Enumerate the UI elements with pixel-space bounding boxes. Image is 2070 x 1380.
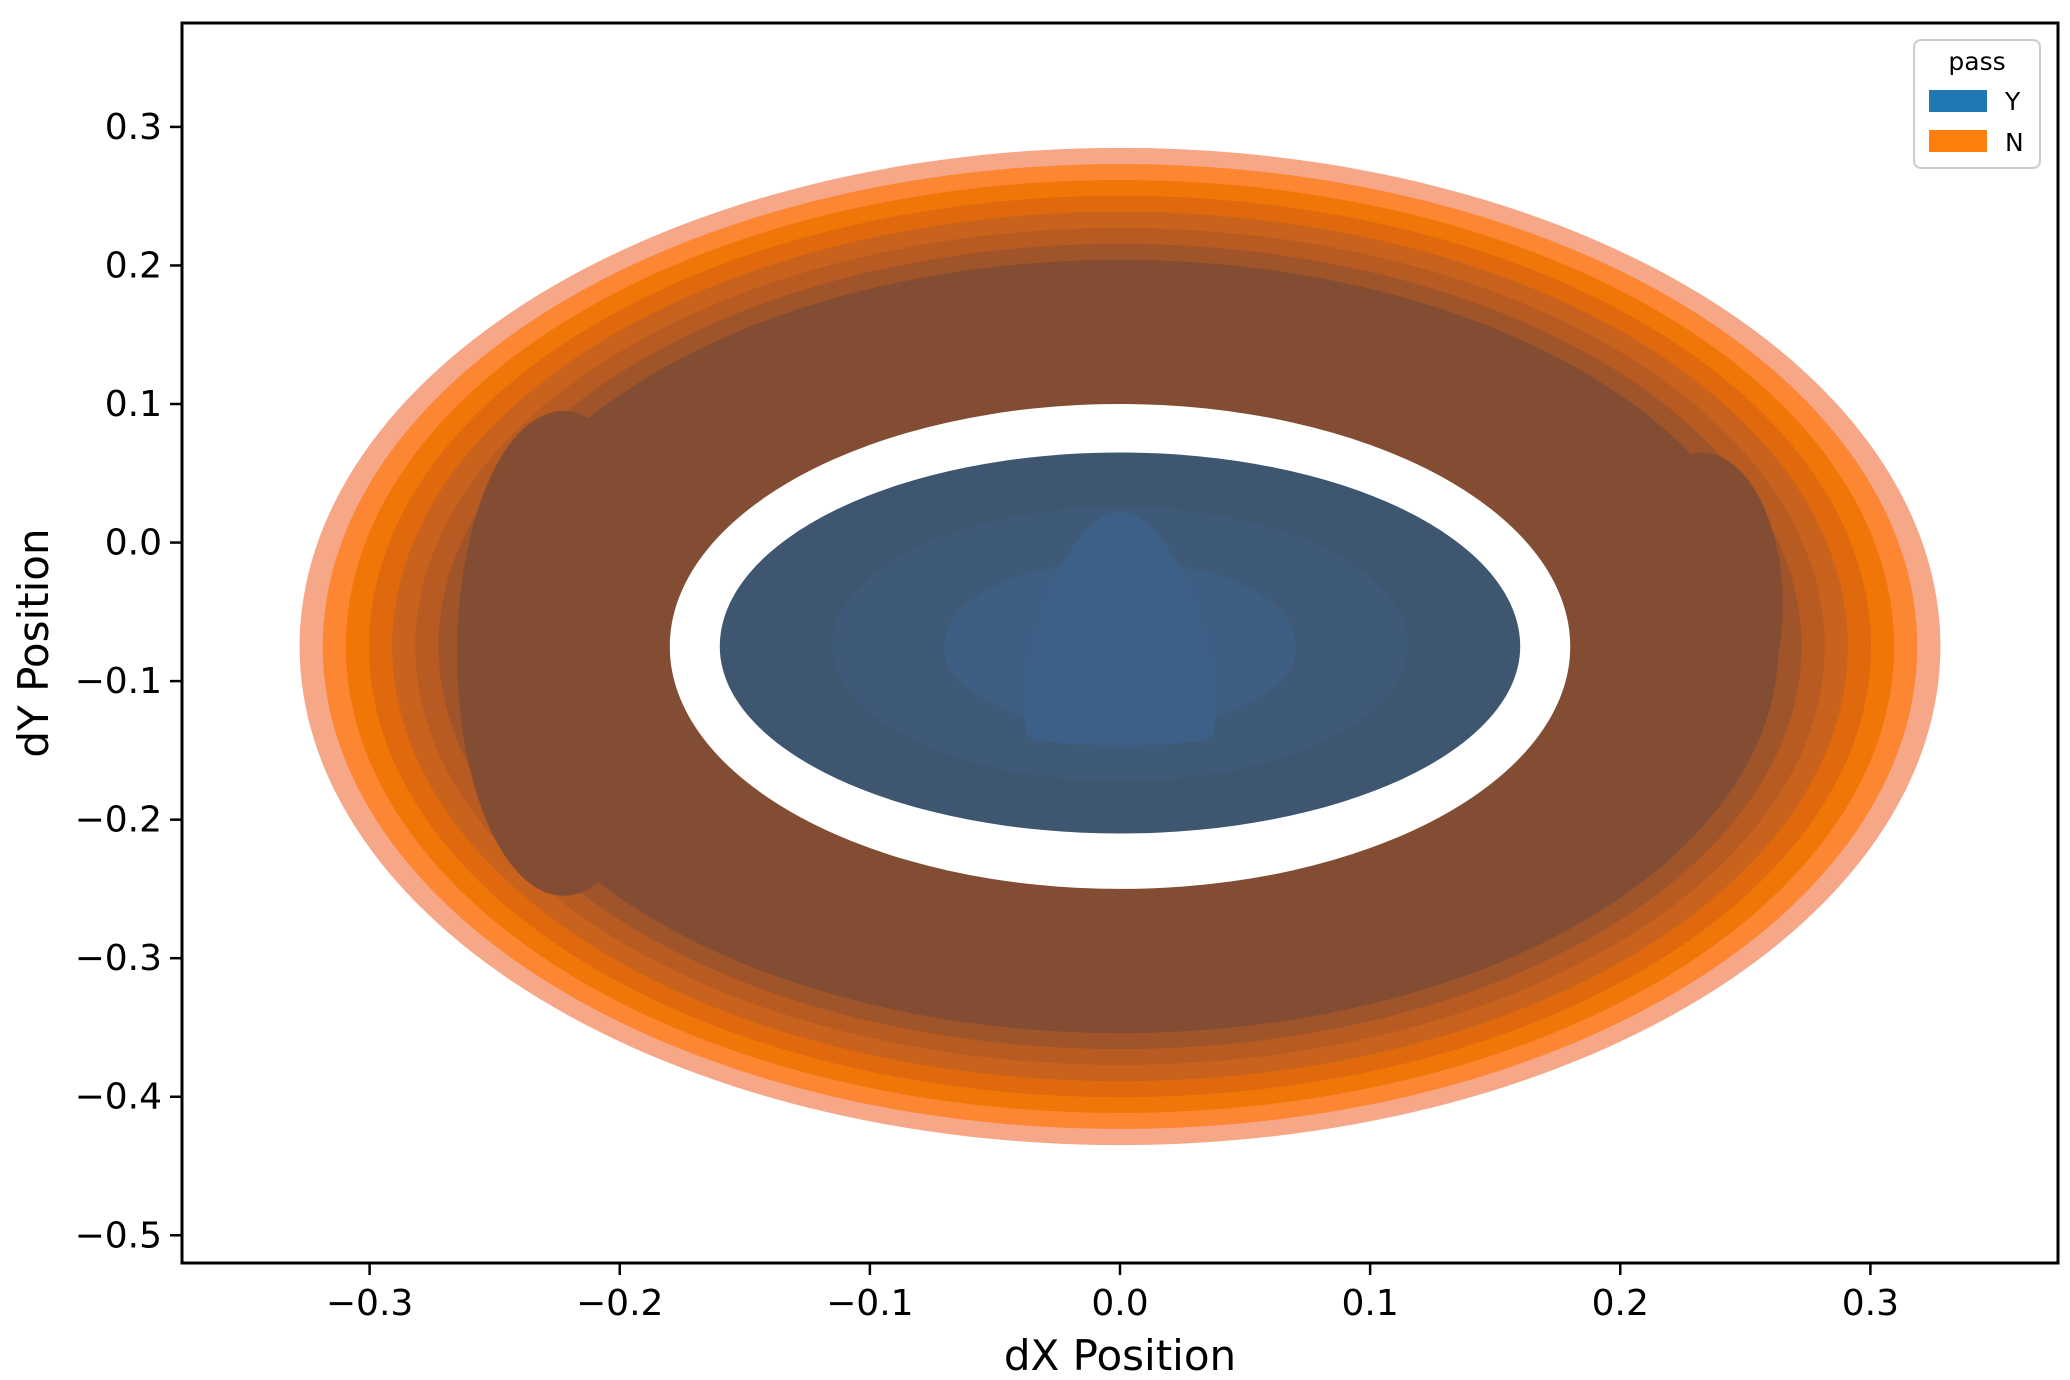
- legend: pass Y N: [1913, 39, 2041, 169]
- x-axis-ticks: −0.3 −0.2 −0.1 0.0 0.1 0.2 0.3: [326, 1263, 1899, 1324]
- n-peak-region: [1620, 452, 1783, 758]
- n-peak-region: [457, 410, 670, 896]
- x-tick-label: 0.0: [1091, 1283, 1148, 1324]
- y-tick-label: 0.0: [105, 523, 162, 564]
- legend-swatch-y: [1929, 90, 1987, 112]
- y-tick-label: −0.1: [75, 661, 162, 702]
- x-tick-label: −0.1: [826, 1283, 913, 1324]
- legend-swatch-n: [1929, 130, 1987, 152]
- x-tick-label: −0.2: [576, 1283, 663, 1324]
- y-tick-label: 0.1: [105, 384, 162, 425]
- contour-layer: [299, 147, 1941, 1146]
- y-tick-label: 0.2: [105, 245, 162, 286]
- y-axis-ticks: 0.3 0.2 0.1 0.0 −0.1 −0.2 −0.3 −0.4 −0.5: [75, 107, 182, 1256]
- y-tick-label: 0.3: [105, 107, 162, 148]
- x-tick-label: 0.1: [1342, 1283, 1399, 1324]
- x-tick-label: −0.3: [326, 1283, 413, 1324]
- y-tick-label: −0.5: [75, 1215, 162, 1256]
- x-tick-label: 0.3: [1842, 1283, 1899, 1324]
- n-contour-band: [461, 259, 1779, 1034]
- y-tick-label: −0.4: [75, 1077, 162, 1118]
- legend-label-n: N: [2005, 128, 2024, 157]
- y-axis-label: dY Position: [9, 528, 58, 757]
- x-axis-label: dX Position: [1004, 1331, 1236, 1380]
- legend-label-y: Y: [2004, 87, 2021, 116]
- y-peak-region: [1024, 512, 1216, 746]
- y-tick-label: −0.2: [75, 800, 162, 841]
- x-tick-label: 0.2: [1592, 1283, 1649, 1324]
- legend-title: pass: [1948, 47, 2005, 76]
- y-tick-label: −0.3: [75, 938, 162, 979]
